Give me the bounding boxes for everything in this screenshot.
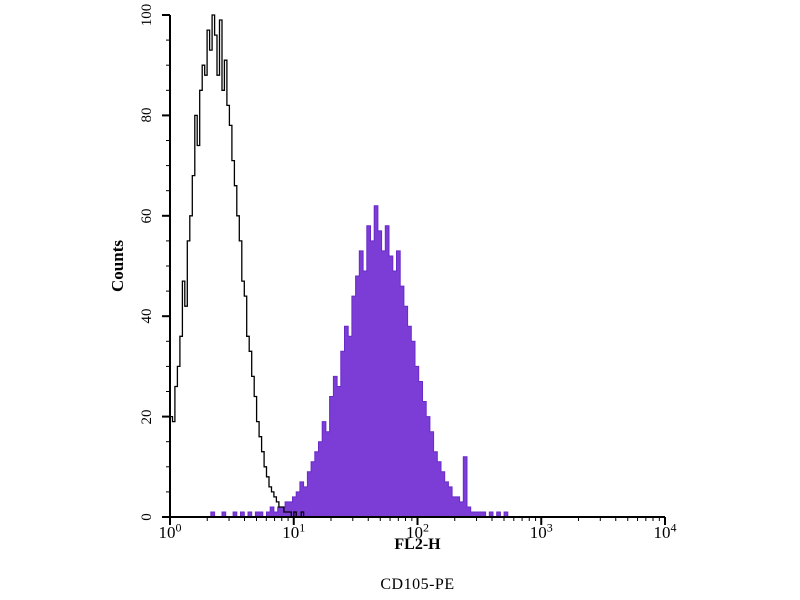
x-tick-label: 100 [158, 520, 182, 542]
x-tick-label: 101 [282, 520, 306, 542]
x-tick-label: 104 [653, 520, 677, 542]
y-tick-label: 60 [139, 208, 155, 224]
y-tick-label: 40 [139, 308, 155, 324]
y-tick-label: 100 [139, 3, 155, 27]
series-unstained-control [170, 14, 309, 518]
y-tick-label: 80 [139, 107, 155, 123]
x-tick-label: 102 [406, 520, 429, 542]
y-tick-label: 20 [139, 409, 155, 425]
figure-caption: CD105-PE [380, 576, 455, 593]
x-axis-label: FL2-H [394, 536, 441, 553]
series-CD105-PE [207, 205, 519, 518]
y-axis-label: Counts [108, 240, 127, 292]
x-tick-label: 103 [529, 520, 553, 542]
